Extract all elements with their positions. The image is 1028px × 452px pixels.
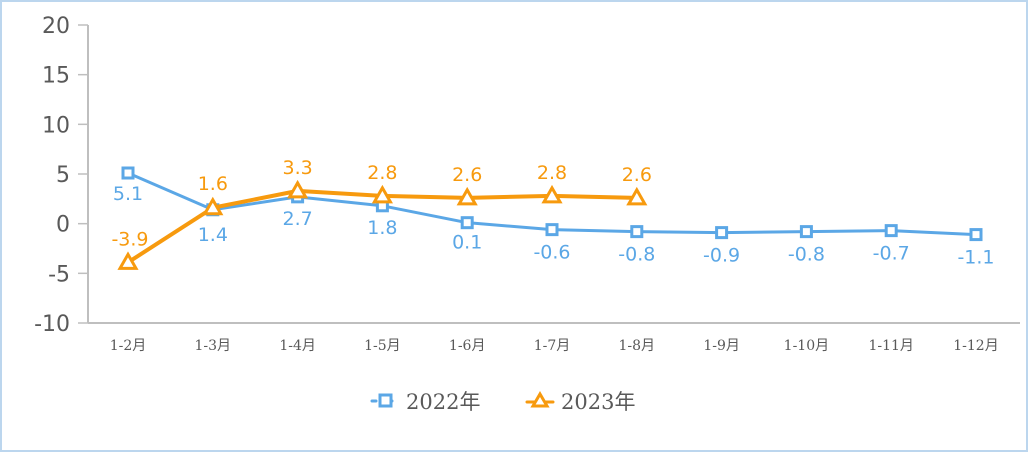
data-label: -1.1: [957, 247, 994, 269]
y-tick-label: 0: [56, 213, 70, 238]
triangle-marker-icon[interactable]: [371, 184, 393, 204]
x-tick-label: 1-11月: [868, 338, 913, 354]
y-axis-ticks: 20 15 10 5 0 -5 -10: [34, 14, 88, 337]
data-label: 2.6: [622, 164, 652, 186]
triangle-marker-icon[interactable]: [456, 186, 478, 206]
square-marker-icon[interactable]: [460, 216, 474, 230]
data-label: 1.4: [198, 224, 228, 246]
square-marker-icon[interactable]: [121, 166, 135, 180]
legend: 2022年 2023年: [370, 390, 635, 414]
data-label: 1.6: [198, 173, 228, 195]
legend-label-2022: 2022年: [406, 390, 480, 414]
data-label: 2.8: [367, 162, 397, 184]
y-tick-label: 10: [42, 113, 70, 138]
triangle-marker-icon: [530, 391, 550, 408]
triangle-marker-icon[interactable]: [541, 184, 563, 204]
square-marker-icon[interactable]: [884, 224, 898, 238]
data-label: -0.8: [618, 244, 655, 266]
data-label: 0.1: [452, 232, 482, 254]
data-label: 2.8: [537, 162, 567, 184]
data-label: -0.7: [873, 243, 910, 265]
legend-item-2023[interactable]: 2023年: [525, 390, 635, 414]
y-tick-label: -10: [34, 312, 70, 337]
triangle-marker-icon[interactable]: [202, 196, 224, 216]
x-tick-label: 1-3月: [195, 338, 232, 354]
data-label: 2.7: [282, 208, 312, 230]
x-tick-label: 1-10月: [784, 338, 829, 354]
x-tick-label: 1-4月: [279, 338, 316, 354]
x-axis-ticks: 1-2月 1-3月 1-4月 1-5月 1-6月 1-7月 1-8月 1-9月 1-10月 1-1…: [110, 338, 999, 354]
y-tick-label: -5: [48, 262, 70, 287]
x-tick-label: 1-6月: [449, 338, 486, 354]
y-tick-label: 20: [42, 14, 70, 39]
square-marker-icon: [378, 393, 393, 408]
data-label: -0.6: [533, 242, 570, 264]
series-2022年: 5.1 1.4 2.7 1.8 0.1 -0.6 -0.8 -0.9 -0.8 -0.7 -1.1: [113, 166, 995, 269]
y-tick-label: 15: [42, 64, 70, 89]
data-label: 2.6: [452, 164, 482, 186]
x-tick-label: 1-8月: [619, 338, 656, 354]
data-label: 5.1: [113, 183, 143, 205]
legend-label-2023: 2023年: [561, 390, 635, 414]
series-2023年: -3.9 1.6 3.3 2.8 2.6 2.8 2.6: [111, 157, 652, 270]
x-tick-label: 1-2月: [110, 338, 147, 354]
square-marker-icon[interactable]: [545, 223, 559, 237]
data-label: -0.8: [788, 244, 825, 266]
legend-item-2022[interactable]: 2022年: [370, 390, 480, 414]
square-marker-icon[interactable]: [630, 225, 644, 239]
x-tick-label: 1-12月: [953, 338, 998, 354]
data-label: -3.9: [111, 228, 148, 250]
x-tick-label: 1-5月: [364, 338, 401, 354]
data-label: -0.9: [703, 245, 740, 267]
square-marker-icon[interactable]: [715, 226, 729, 240]
series-group: 5.1 1.4 2.7 1.8 0.1 -0.6 -0.8 -0.9 -0.8 -0.7 -1.1 -…: [111, 157, 995, 270]
x-tick-label: 1-9月: [703, 338, 740, 354]
x-tick-label: 1-7月: [534, 338, 571, 354]
data-label: 3.3: [282, 157, 312, 179]
data-label: 1.8: [367, 217, 397, 239]
triangle-marker-icon[interactable]: [117, 251, 139, 270]
square-marker-icon[interactable]: [799, 225, 813, 239]
y-tick-label: 5: [56, 163, 70, 188]
triangle-marker-icon[interactable]: [626, 186, 648, 206]
square-marker-icon[interactable]: [969, 228, 983, 242]
triangle-marker-icon[interactable]: [287, 179, 309, 199]
